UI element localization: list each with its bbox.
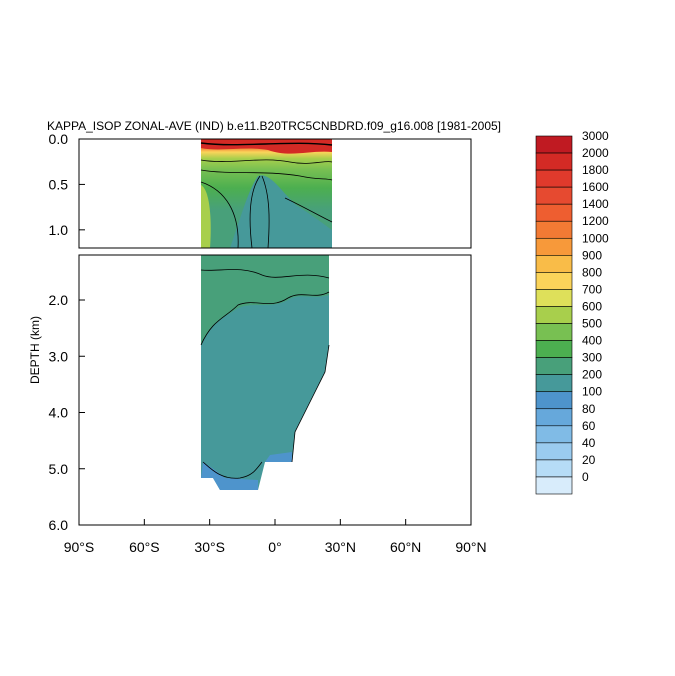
colorbar-swatch: [535, 442, 573, 461]
x-tick-label: 90°S: [64, 539, 95, 555]
contour-upper-3: [200, 181, 239, 248]
colorbar-label: 80: [582, 402, 596, 416]
y-tick-label: 2.0: [49, 292, 69, 308]
colorbar-swatch: [535, 237, 573, 256]
colorbar-label: 800: [582, 265, 602, 279]
upper-field-west-light: [201, 185, 211, 248]
contour-lower-1: [200, 291, 330, 346]
contour-upper-4: [249, 175, 261, 248]
colorbar-swatch: [535, 169, 573, 188]
x-ticks: 90°S 60°S 30°S 0° 30°N 60°N 90°N: [64, 519, 487, 555]
colorbar-swatch: [535, 425, 573, 444]
colorbar-label: 1800: [582, 163, 609, 177]
colorbar-label: 40: [582, 436, 596, 450]
colorbar-swatch: [535, 152, 573, 171]
upper-panel: [78, 138, 472, 249]
colorbar-swatch: [535, 357, 573, 375]
lower-field-bottom-blue-2: [265, 452, 292, 462]
y-tick-label: 6.0: [49, 517, 69, 533]
colorbar-label: 20: [582, 453, 596, 467]
x-tick-label: 60°S: [129, 539, 160, 555]
colorbar-label: 200: [582, 368, 602, 382]
contour-lower-3: [202, 461, 263, 479]
colorbar-label: 1200: [582, 214, 609, 228]
x-tick-label: 30°N: [325, 539, 356, 555]
x-tick-label: 0°: [268, 539, 281, 555]
y-tick-label: 5.0: [49, 461, 69, 477]
colorbar-label: 1400: [582, 197, 609, 211]
upper-field-surface-band: [201, 139, 332, 154]
contour-lower-4: [291, 344, 330, 463]
colorbar: 3000200018001600140012001000900800700600…: [535, 129, 609, 495]
colorbar-swatch: [535, 186, 573, 205]
colorbar-label: 600: [582, 299, 602, 313]
colorbar-label: 500: [582, 317, 602, 331]
colorbar-swatch: [535, 272, 573, 290]
y-axis-label: DEPTH (km): [28, 316, 42, 384]
upper-field-core: [230, 175, 332, 248]
contour-upper-5: [261, 175, 270, 248]
colorbar-swatch: [535, 135, 573, 154]
y-tick-label: 0.0: [49, 131, 69, 147]
colorbar-swatch: [535, 289, 573, 307]
colorbar-label: 300: [582, 351, 602, 365]
lower-panel: [78, 254, 472, 526]
colorbar-swatch: [535, 220, 573, 239]
y-ticks-lower: 2.0 3.0 4.0 5.0 6.0: [49, 292, 85, 533]
contour-upper-1: [200, 159, 333, 164]
y-tick-label: 1.0: [49, 222, 69, 238]
colorbar-swatch: [535, 459, 573, 478]
y-tick-label: 3.0: [49, 348, 69, 364]
y-tick-label: 4.0: [49, 405, 69, 421]
colorbar-label: 1000: [582, 231, 609, 245]
colorbar-swatch: [535, 476, 573, 495]
upper-frame: [78, 138, 472, 249]
colorbar-swatch: [535, 391, 573, 410]
contour-lower-2: [200, 269, 330, 279]
lower-field-green: [201, 255, 329, 345]
contour-upper-2: [200, 169, 333, 181]
y-ticks-upper: 0.0 0.5 1.0: [49, 131, 85, 238]
colorbar-swatch: [535, 306, 573, 324]
x-tick-label: 90°N: [455, 539, 486, 555]
lower-field-bottom-blue: [201, 462, 258, 490]
x-tick-label: 60°N: [390, 539, 421, 555]
colorbar-label: 60: [582, 419, 596, 433]
colorbar-label: 700: [582, 282, 602, 296]
colorbar-swatch: [535, 323, 573, 341]
colorbar-swatch: [535, 340, 573, 358]
lower-field-base: [201, 255, 329, 490]
colorbar-label: 900: [582, 248, 602, 262]
contour-upper-6: [284, 197, 333, 223]
colorbar-swatch: [535, 203, 573, 222]
colorbar-swatch: [535, 408, 573, 427]
contour-upper-7: [200, 142, 333, 146]
y-tick-label: 0.5: [49, 176, 69, 192]
colorbar-label: 0: [582, 470, 589, 484]
colorbar-label: 2000: [582, 146, 609, 160]
colorbar-swatch: [535, 255, 573, 273]
x-tick-label: 30°S: [194, 539, 225, 555]
colorbar-label: 100: [582, 385, 602, 399]
colorbar-label: 400: [582, 334, 602, 348]
colorbar-swatch: [535, 374, 573, 393]
chart-title: KAPPA_ISOP ZONAL-AVE (IND) b.e11.B20TRC5…: [47, 119, 501, 133]
colorbar-label: 3000: [582, 129, 609, 143]
colorbar-label: 1600: [582, 180, 609, 194]
